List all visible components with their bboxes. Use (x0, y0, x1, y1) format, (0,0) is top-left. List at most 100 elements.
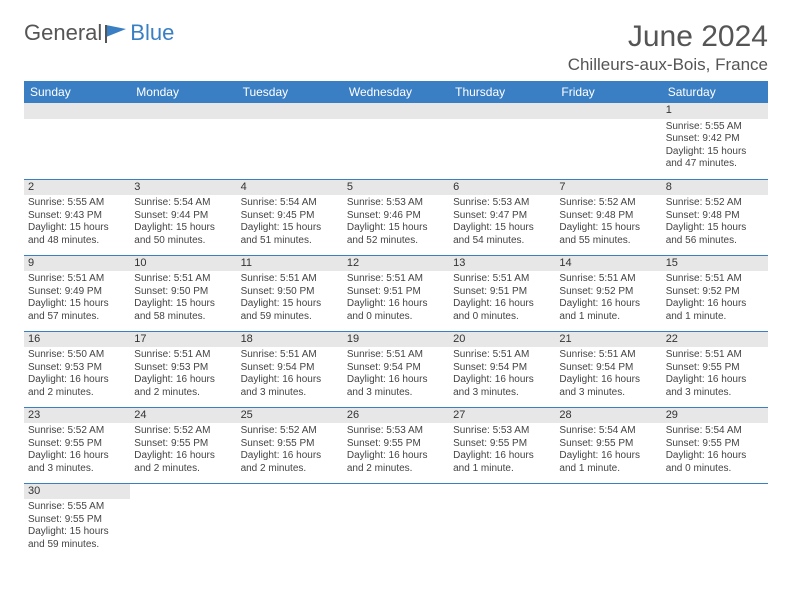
day-details: Sunrise: 5:52 AMSunset: 9:48 PMDaylight:… (662, 195, 768, 250)
day-line-daylight2: and 0 minutes. (666, 463, 764, 476)
calendar-cell: 12Sunrise: 5:51 AMSunset: 9:51 PMDayligh… (343, 255, 449, 331)
day-line-sunrise: Sunrise: 5:51 AM (347, 349, 445, 362)
day-line-sunset: Sunset: 9:54 PM (347, 362, 445, 375)
day-line-daylight1: Daylight: 16 hours (28, 374, 126, 387)
day-details: Sunrise: 5:53 AMSunset: 9:55 PMDaylight:… (343, 423, 449, 478)
weekday-header: Sunday (24, 81, 130, 103)
day-details: Sunrise: 5:51 AMSunset: 9:50 PMDaylight:… (130, 271, 236, 326)
day-line-sunset: Sunset: 9:48 PM (666, 210, 764, 223)
day-line-daylight1: Daylight: 16 hours (666, 298, 764, 311)
calendar-cell: 5Sunrise: 5:53 AMSunset: 9:46 PMDaylight… (343, 179, 449, 255)
day-line-daylight1: Daylight: 16 hours (559, 298, 657, 311)
day-number: 29 (662, 408, 768, 424)
day-number: 23 (24, 408, 130, 424)
day-details: Sunrise: 5:54 AMSunset: 9:55 PMDaylight:… (662, 423, 768, 478)
day-line-sunset: Sunset: 9:54 PM (559, 362, 657, 375)
day-line-sunrise: Sunrise: 5:51 AM (28, 273, 126, 286)
day-number-empty (130, 103, 236, 119)
day-number: 17 (130, 332, 236, 348)
day-number: 5 (343, 180, 449, 196)
day-line-sunrise: Sunrise: 5:52 AM (559, 197, 657, 210)
day-line-daylight1: Daylight: 16 hours (666, 450, 764, 463)
day-line-sunrise: Sunrise: 5:53 AM (347, 425, 445, 438)
day-line-daylight1: Daylight: 16 hours (241, 374, 339, 387)
day-number: 11 (237, 256, 343, 272)
day-details: Sunrise: 5:51 AMSunset: 9:54 PMDaylight:… (343, 347, 449, 402)
brand-text-2: Blue (130, 20, 174, 46)
day-details: Sunrise: 5:53 AMSunset: 9:47 PMDaylight:… (449, 195, 555, 250)
calendar-cell: 30Sunrise: 5:55 AMSunset: 9:55 PMDayligh… (24, 483, 130, 559)
calendar-cell: 3Sunrise: 5:54 AMSunset: 9:44 PMDaylight… (130, 179, 236, 255)
day-line-sunset: Sunset: 9:55 PM (28, 514, 126, 527)
month-title: June 2024 (568, 20, 768, 53)
day-line-daylight1: Daylight: 15 hours (241, 298, 339, 311)
calendar-cell: 1Sunrise: 5:55 AMSunset: 9:42 PMDaylight… (662, 103, 768, 179)
day-number: 22 (662, 332, 768, 348)
calendar-cell: 24Sunrise: 5:52 AMSunset: 9:55 PMDayligh… (130, 407, 236, 483)
day-line-sunrise: Sunrise: 5:51 AM (453, 273, 551, 286)
calendar-cell-empty (555, 483, 661, 559)
day-number: 13 (449, 256, 555, 272)
calendar-cell-empty (449, 103, 555, 179)
location-text: Chilleurs-aux-Bois, France (568, 55, 768, 75)
day-line-daylight2: and 51 minutes. (241, 235, 339, 248)
day-line-daylight2: and 3 minutes. (347, 387, 445, 400)
day-details: Sunrise: 5:52 AMSunset: 9:55 PMDaylight:… (130, 423, 236, 478)
day-line-daylight2: and 54 minutes. (453, 235, 551, 248)
day-line-daylight2: and 2 minutes. (28, 387, 126, 400)
day-number: 28 (555, 408, 661, 424)
day-details: Sunrise: 5:55 AMSunset: 9:55 PMDaylight:… (24, 499, 130, 554)
calendar-cell: 14Sunrise: 5:51 AMSunset: 9:52 PMDayligh… (555, 255, 661, 331)
day-line-daylight1: Daylight: 15 hours (453, 222, 551, 235)
calendar-cell-empty (555, 103, 661, 179)
title-block: June 2024 Chilleurs-aux-Bois, France (568, 20, 768, 75)
day-line-daylight2: and 3 minutes. (453, 387, 551, 400)
day-line-sunrise: Sunrise: 5:55 AM (28, 501, 126, 514)
calendar-cell: 6Sunrise: 5:53 AMSunset: 9:47 PMDaylight… (449, 179, 555, 255)
day-line-daylight1: Daylight: 16 hours (666, 374, 764, 387)
day-number: 3 (130, 180, 236, 196)
day-line-daylight2: and 55 minutes. (559, 235, 657, 248)
day-details: Sunrise: 5:51 AMSunset: 9:53 PMDaylight:… (130, 347, 236, 402)
day-line-daylight1: Daylight: 15 hours (347, 222, 445, 235)
day-line-daylight1: Daylight: 15 hours (134, 222, 232, 235)
calendar-cell-empty (449, 483, 555, 559)
day-line-daylight2: and 59 minutes. (28, 539, 126, 552)
day-line-daylight2: and 3 minutes. (241, 387, 339, 400)
day-details: Sunrise: 5:51 AMSunset: 9:51 PMDaylight:… (449, 271, 555, 326)
day-line-daylight1: Daylight: 16 hours (453, 298, 551, 311)
day-line-daylight2: and 2 minutes. (134, 463, 232, 476)
day-line-sunrise: Sunrise: 5:52 AM (241, 425, 339, 438)
day-line-daylight1: Daylight: 15 hours (28, 526, 126, 539)
day-number: 1 (662, 103, 768, 119)
calendar-cell: 29Sunrise: 5:54 AMSunset: 9:55 PMDayligh… (662, 407, 768, 483)
day-line-sunset: Sunset: 9:55 PM (453, 438, 551, 451)
day-line-daylight1: Daylight: 16 hours (134, 450, 232, 463)
day-line-sunset: Sunset: 9:42 PM (666, 133, 764, 146)
day-line-sunset: Sunset: 9:49 PM (28, 286, 126, 299)
day-line-sunset: Sunset: 9:55 PM (666, 362, 764, 375)
day-line-sunrise: Sunrise: 5:51 AM (559, 349, 657, 362)
day-details: Sunrise: 5:53 AMSunset: 9:55 PMDaylight:… (449, 423, 555, 478)
day-details: Sunrise: 5:55 AMSunset: 9:43 PMDaylight:… (24, 195, 130, 250)
day-details: Sunrise: 5:51 AMSunset: 9:52 PMDaylight:… (555, 271, 661, 326)
day-line-sunrise: Sunrise: 5:51 AM (241, 273, 339, 286)
day-line-daylight2: and 2 minutes. (241, 463, 339, 476)
day-line-sunrise: Sunrise: 5:51 AM (241, 349, 339, 362)
day-line-sunset: Sunset: 9:50 PM (134, 286, 232, 299)
day-line-sunset: Sunset: 9:55 PM (28, 438, 126, 451)
calendar-page: General Blue June 2024 Chilleurs-aux-Boi… (0, 0, 792, 579)
day-line-sunrise: Sunrise: 5:51 AM (453, 349, 551, 362)
day-line-sunrise: Sunrise: 5:53 AM (347, 197, 445, 210)
day-line-daylight1: Daylight: 16 hours (559, 450, 657, 463)
calendar-cell: 18Sunrise: 5:51 AMSunset: 9:54 PMDayligh… (237, 331, 343, 407)
calendar-cell-empty (24, 103, 130, 179)
day-number: 2 (24, 180, 130, 196)
day-line-sunrise: Sunrise: 5:52 AM (666, 197, 764, 210)
calendar-cell: 15Sunrise: 5:51 AMSunset: 9:52 PMDayligh… (662, 255, 768, 331)
day-line-daylight2: and 57 minutes. (28, 311, 126, 324)
day-line-sunset: Sunset: 9:43 PM (28, 210, 126, 223)
day-number-empty (449, 103, 555, 119)
day-line-sunrise: Sunrise: 5:51 AM (134, 273, 232, 286)
day-line-daylight1: Daylight: 15 hours (559, 222, 657, 235)
